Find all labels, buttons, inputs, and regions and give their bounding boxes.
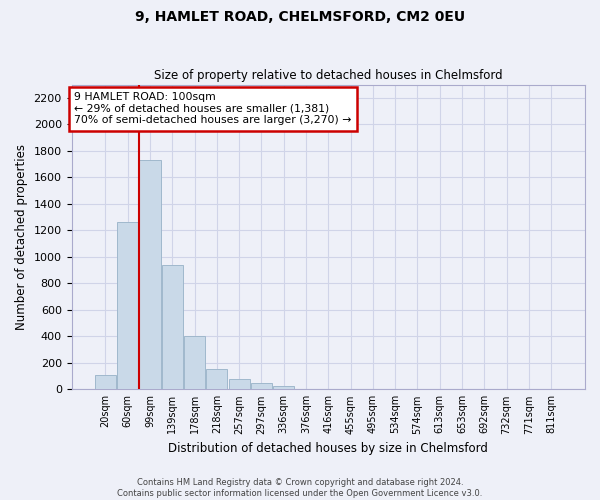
X-axis label: Distribution of detached houses by size in Chelmsford: Distribution of detached houses by size … xyxy=(169,442,488,455)
Text: 9, HAMLET ROAD, CHELMSFORD, CM2 0EU: 9, HAMLET ROAD, CHELMSFORD, CM2 0EU xyxy=(135,10,465,24)
Text: 9 HAMLET ROAD: 100sqm
← 29% of detached houses are smaller (1,381)
70% of semi-d: 9 HAMLET ROAD: 100sqm ← 29% of detached … xyxy=(74,92,352,126)
Y-axis label: Number of detached properties: Number of detached properties xyxy=(15,144,28,330)
Bar xyxy=(251,384,272,390)
Bar xyxy=(95,374,116,390)
Bar xyxy=(139,160,161,390)
Text: Contains HM Land Registry data © Crown copyright and database right 2024.
Contai: Contains HM Land Registry data © Crown c… xyxy=(118,478,482,498)
Bar xyxy=(184,336,205,390)
Bar xyxy=(117,222,139,390)
Bar xyxy=(273,386,294,390)
Title: Size of property relative to detached houses in Chelmsford: Size of property relative to detached ho… xyxy=(154,69,503,82)
Bar xyxy=(206,370,227,390)
Bar xyxy=(162,265,183,390)
Bar xyxy=(229,380,250,390)
